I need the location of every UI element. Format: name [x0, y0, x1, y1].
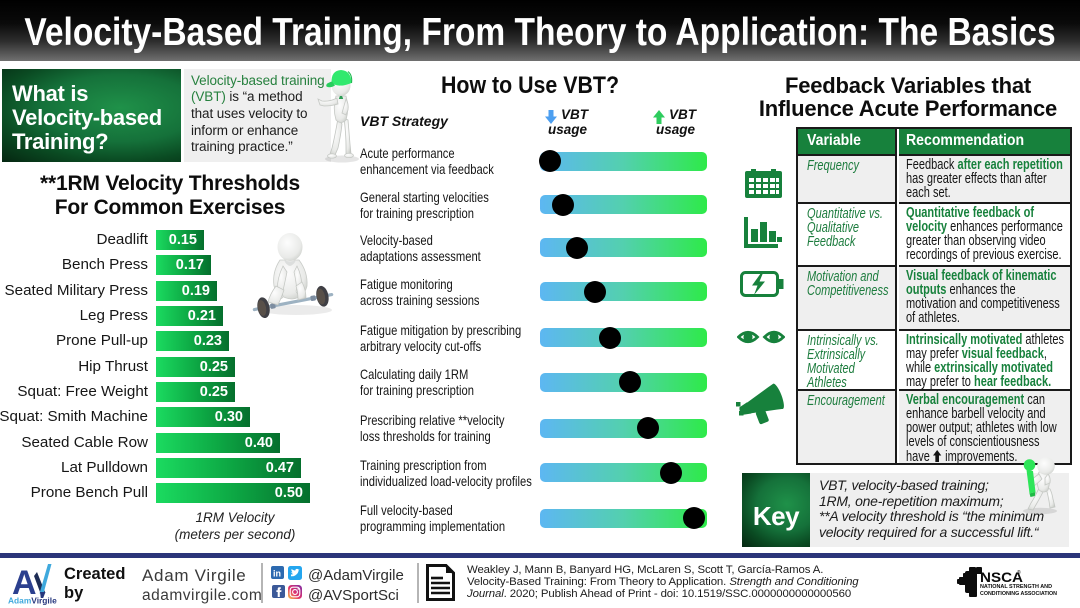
svg-text:CONDITIONING ASSOCIATION: CONDITIONING ASSOCIATION: [980, 591, 1057, 597]
svg-text:NATIONAL STRENGTH AND: NATIONAL STRENGTH AND: [980, 584, 1052, 590]
svg-text:NSCA: NSCA: [980, 570, 1023, 585]
svg-text:AdamVirgile: AdamVirgile: [8, 596, 57, 606]
svg-text:in: in: [273, 569, 281, 579]
svg-text:®: ®: [1017, 569, 1021, 576]
svg-text:A: A: [12, 564, 37, 602]
